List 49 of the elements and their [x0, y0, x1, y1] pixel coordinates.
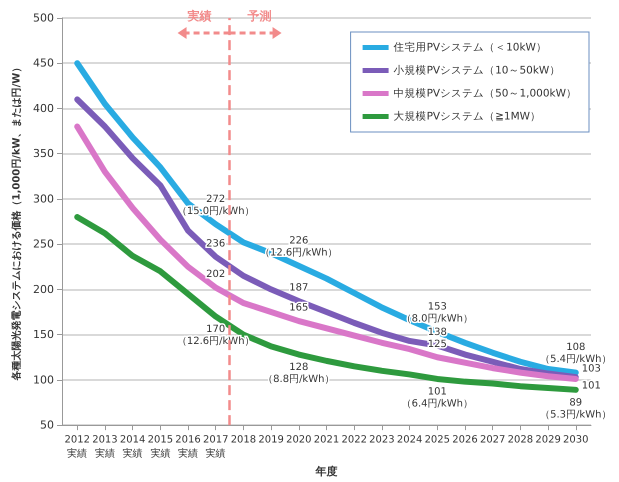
y-tick-label: 500: [33, 12, 54, 24]
data-label: 165: [289, 302, 308, 314]
y-tick-label: 150: [33, 328, 54, 342]
x-tick-label: 2017 実績: [202, 434, 228, 460]
data-label: 108 （5.4円/kWh）: [540, 342, 612, 366]
x-tick-label: 2023: [369, 434, 395, 446]
x-tick-label: 2019: [258, 434, 284, 446]
x-tick-label: 2027: [480, 434, 506, 446]
data-label: 101 （6.4円/kWh）: [402, 386, 473, 410]
x-tick-label: 2014 実績: [120, 434, 146, 460]
x-tick-label: 2015 実績: [148, 434, 174, 460]
data-label: 170 （12.6円/kWh）: [176, 324, 255, 348]
x-tick-label: 2029: [535, 434, 561, 446]
legend-label: 大規模PVシステム（≧1MW）: [394, 110, 542, 122]
x-tick-label: 2012 実績: [64, 434, 90, 460]
x-tick-label: 2021: [314, 434, 340, 446]
x-tick-label: 2025: [424, 434, 450, 446]
y-tick-label: 350: [33, 147, 54, 160]
legend-label: 小規模PVシステム（10～50kW）: [394, 64, 560, 76]
annotation: 予測: [246, 9, 272, 23]
y-tick-label: 200: [33, 282, 54, 296]
x-tick-label: 2016 実績: [175, 434, 201, 460]
x-tick-label: 2022: [341, 434, 367, 446]
data-label: 236: [206, 238, 226, 250]
data-label: 202: [206, 269, 226, 280]
x-axis-title: 年度: [314, 465, 338, 478]
x-tick-label: 2024: [396, 434, 422, 446]
data-label: 187: [289, 282, 308, 294]
y-tick-label: 250: [33, 238, 54, 251]
data-label: 101: [582, 380, 601, 392]
annotation: 実績: [186, 9, 212, 23]
y-tick-label: 400: [33, 102, 54, 115]
x-tick-label: 2030: [563, 434, 588, 446]
x-tick-label: 2020: [286, 434, 312, 446]
legend-label: 中規模PVシステム（50～1,000kW）: [394, 86, 578, 100]
y-axis-title: 各種太陽光発電システムにおける価格（1,000円/kW、または円/W）: [10, 62, 23, 382]
y-tick-label: 50: [40, 418, 54, 432]
legend-label: 住宅用PVシステム（＜10kW）: [394, 40, 547, 54]
y-tick-label: 300: [33, 192, 54, 206]
data-label: 89 （5.3円/kWh）: [540, 397, 612, 420]
x-tick-label: 2018: [230, 434, 256, 446]
x-tick-label: 2028: [508, 434, 534, 446]
x-tick-label: 2026: [452, 434, 478, 446]
x-tick-label: 2013 実績: [92, 434, 118, 460]
data-label: 125: [428, 338, 447, 350]
data-label: 128 （8.8円/kWh）: [263, 362, 334, 386]
y-tick-label: 100: [33, 373, 54, 386]
y-tick-label: 450: [33, 56, 54, 70]
data-label: 103: [582, 364, 601, 375]
